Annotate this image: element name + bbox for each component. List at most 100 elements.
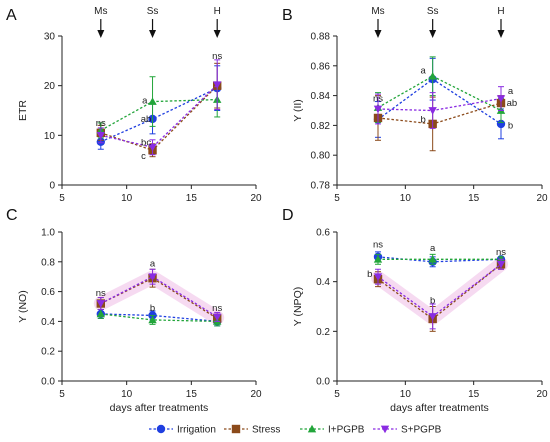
y-tick-label: 1.0 (41, 228, 55, 239)
stress-highlight-band (371, 257, 508, 325)
point-marker (496, 95, 506, 103)
series-line (100, 275, 218, 318)
series-s-pgpb (373, 258, 506, 330)
series-line (377, 75, 502, 112)
y-tick-label: 0 (49, 181, 55, 192)
point-marker (231, 424, 241, 434)
legend-label: Irrigation (177, 425, 216, 436)
significance-label: b (508, 120, 513, 131)
point-marker (213, 313, 222, 322)
y-tick-label: 0.2 (41, 347, 55, 358)
significance-label: a (150, 258, 156, 269)
significance-label: b (367, 269, 372, 280)
point-marker (373, 255, 383, 263)
panel-letter: D (282, 207, 294, 224)
significance-label: ab (141, 114, 152, 125)
x-axis-label: days after treatments (110, 402, 209, 414)
point-marker (148, 315, 157, 324)
point-marker (428, 72, 437, 80)
y-tick-label: 0.82 (311, 121, 331, 132)
point-marker (428, 313, 437, 321)
x-tick-label: 10 (400, 389, 412, 400)
y-axis-label: ETR (17, 100, 29, 121)
x-tick-label: 20 (250, 389, 262, 400)
significance-label: ns (96, 288, 106, 299)
stress-highlight-band (93, 270, 225, 325)
x-tick-label: 20 (536, 389, 548, 400)
legend-item: Irrigation (149, 425, 216, 436)
point-marker (213, 81, 222, 89)
point-marker (96, 131, 105, 140)
stage-label: Ss (427, 6, 439, 17)
panel-letter: B (282, 7, 293, 24)
legend-label: I+PGPB (328, 425, 365, 436)
x-tick-label: 5 (334, 389, 340, 400)
significance-label: b (420, 114, 425, 125)
series-s-pgpb (96, 268, 222, 322)
series-line (100, 98, 218, 131)
significance-label: a (142, 96, 148, 107)
y-tick-label: 0.6 (316, 228, 330, 239)
point-marker (148, 97, 157, 105)
point-marker (428, 255, 437, 263)
significance-label: ns (373, 239, 383, 250)
panel-A: A 0 10 20 30 5 10 15 20 ETR Ms Ss Hns a ab bc c ns (6, 6, 262, 204)
x-tick-label: 15 (186, 193, 198, 204)
series-irrigation (373, 57, 506, 140)
stage-arrow-head (213, 30, 221, 38)
stage-arrow-head (97, 30, 105, 38)
stage-label: H (214, 6, 221, 17)
y-axis-label: Y (II) (292, 99, 304, 122)
legend-label: Stress (252, 425, 280, 436)
y-tick-label: 20 (44, 81, 56, 92)
significance-label: a (420, 65, 426, 76)
x-tick-label: 5 (59, 193, 65, 204)
y-tick-label: 0.80 (311, 151, 331, 162)
series-i-pgpb (373, 56, 506, 123)
series-stress (373, 95, 506, 152)
stage-arrow-head (149, 30, 157, 38)
x-tick-label: 20 (536, 193, 548, 204)
series-line (100, 84, 218, 148)
significance-label: ns (496, 247, 506, 258)
point-marker (373, 105, 383, 114)
x-tick-label: 15 (468, 389, 480, 400)
y-tick-label: 0.4 (41, 317, 55, 328)
y-tick-label: 0.4 (316, 277, 330, 288)
stage-arrow-head (429, 30, 437, 38)
x-tick-label: 15 (186, 389, 198, 400)
series-i-pgpb (96, 76, 222, 139)
series-line (100, 87, 218, 143)
stage-label: Ms (371, 6, 384, 17)
point-marker (96, 300, 105, 308)
y-tick-label: 10 (44, 131, 56, 142)
point-marker (428, 107, 437, 115)
point-marker (496, 119, 506, 129)
significance-label: b (430, 295, 435, 306)
x-tick-label: 20 (250, 193, 262, 204)
panel-D: D 0.0 0.2 0.4 0.6 5 10 15 20 Y (NPQ) days after tr… (282, 207, 548, 414)
x-tick-label: 5 (334, 193, 340, 204)
panel-B: B 0.78 0.80 0.82 0.84 0.86 0.88 5 10 15 20 Y (II) Ms… (282, 6, 548, 204)
point-marker (373, 273, 383, 281)
significance-label: a (508, 86, 514, 97)
significance-label: ns (96, 118, 106, 129)
legend-item: I+PGPB (300, 425, 365, 436)
series-line (100, 85, 218, 151)
y-tick-label: 0.6 (41, 287, 55, 298)
series-line (377, 97, 502, 112)
legend-item: Stress (224, 425, 280, 436)
stage-label: Ss (147, 6, 159, 17)
x-tick-label: 5 (59, 389, 65, 400)
significance-label: ns (212, 51, 222, 62)
point-marker (156, 424, 166, 434)
point-marker (380, 425, 390, 434)
significance-label: ab (507, 98, 518, 109)
point-marker (148, 273, 157, 281)
significance-label: ns (373, 94, 383, 105)
y-tick-label: 0.78 (311, 181, 331, 192)
significance-label: bc (141, 137, 151, 148)
panel-letter: C (6, 207, 18, 224)
legend: Irrigation Stress I+PGPB S+PGPB (149, 425, 442, 436)
significance-label: a (430, 243, 436, 254)
